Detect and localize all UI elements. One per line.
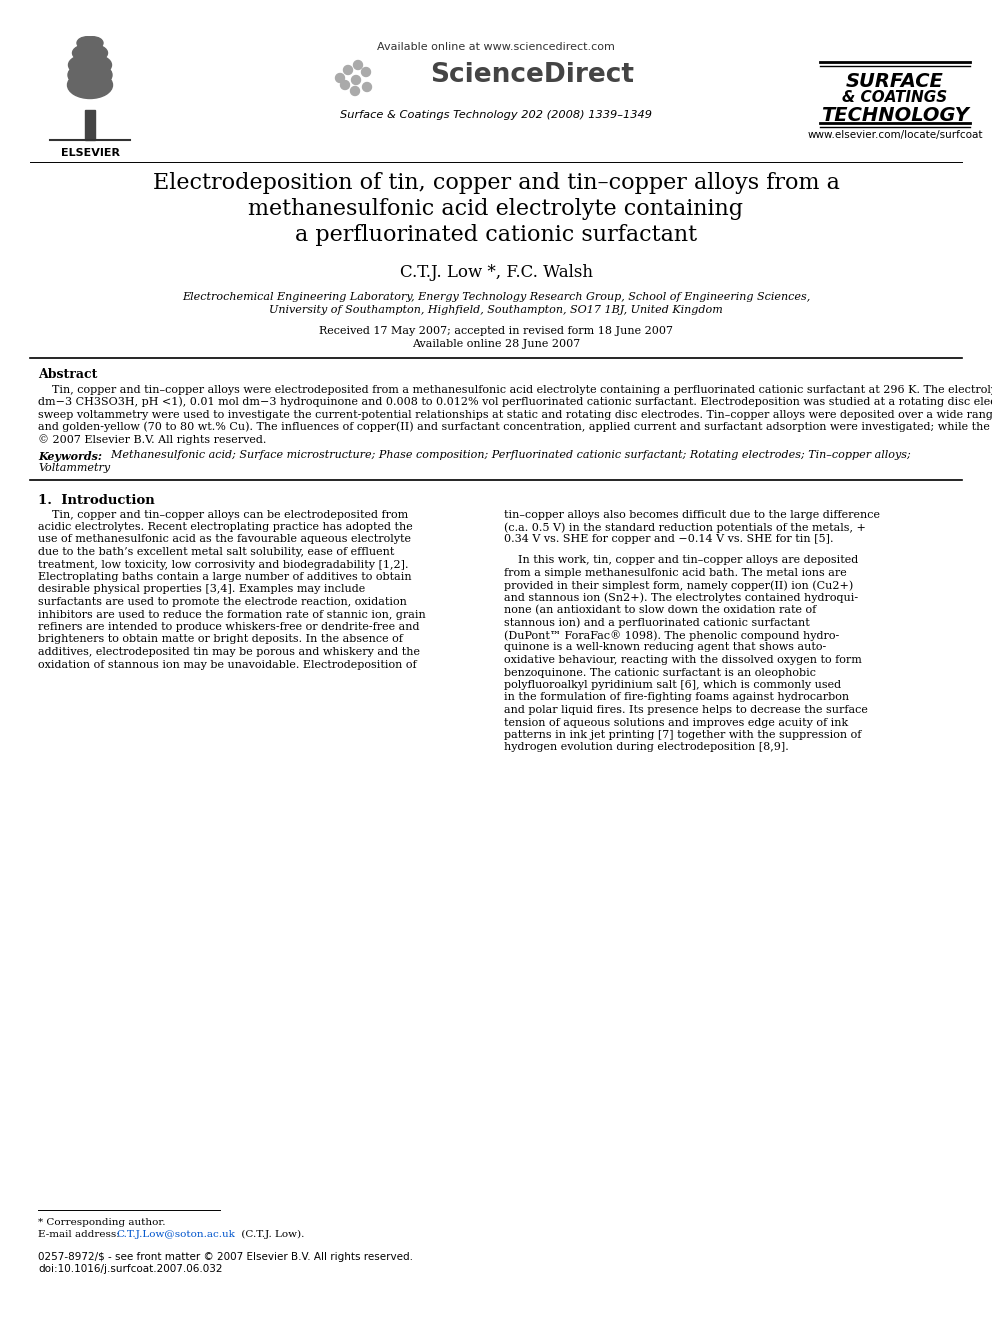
Text: Methanesulfonic acid; Surface microstructure; Phase composition; Perfluorinated : Methanesulfonic acid; Surface microstruc… <box>104 451 911 460</box>
Text: brighteners to obtain matte or bright deposits. In the absence of: brighteners to obtain matte or bright de… <box>38 635 403 644</box>
Text: (DuPont™ ForaFac® 1098). The phenolic compound hydro-: (DuPont™ ForaFac® 1098). The phenolic co… <box>504 630 839 640</box>
Text: Abstract: Abstract <box>38 368 97 381</box>
Text: in the formulation of fire-fighting foams against hydrocarbon: in the formulation of fire-fighting foam… <box>504 692 849 703</box>
Text: SURFACE: SURFACE <box>846 71 944 91</box>
Text: desirable physical properties [3,4]. Examples may include: desirable physical properties [3,4]. Exa… <box>38 585 365 594</box>
Text: none (an antioxidant to slow down the oxidation rate of: none (an antioxidant to slow down the ox… <box>504 605 816 615</box>
Text: Surface & Coatings Technology 202 (2008) 1339–1349: Surface & Coatings Technology 202 (2008)… <box>340 110 652 120</box>
Text: University of Southampton, Highfield, Southampton, SO17 1BJ, United Kingdom: University of Southampton, Highfield, So… <box>269 306 723 315</box>
Ellipse shape <box>78 40 102 54</box>
Text: and golden-yellow (70 to 80 wt.% Cu). The influences of copper(II) and surfactan: and golden-yellow (70 to 80 wt.% Cu). Th… <box>38 422 992 433</box>
Text: quinone is a well-known reducing agent that shows auto-: quinone is a well-known reducing agent t… <box>504 643 826 652</box>
Ellipse shape <box>75 52 105 69</box>
Text: C.T.J.Low@soton.ac.uk: C.T.J.Low@soton.ac.uk <box>116 1230 235 1240</box>
Circle shape <box>361 67 370 77</box>
Text: (C.T.J. Low).: (C.T.J. Low). <box>238 1230 305 1240</box>
Text: 1.  Introduction: 1. Introduction <box>38 493 155 507</box>
Text: Electrochemical Engineering Laboratory, Energy Technology Research Group, School: Electrochemical Engineering Laboratory, … <box>182 292 810 302</box>
Text: www.elsevier.com/locate/surfcoat: www.elsevier.com/locate/surfcoat <box>807 130 983 140</box>
Text: Keywords:: Keywords: <box>38 451 102 462</box>
Text: Electroplating baths contain a large number of additives to obtain: Electroplating baths contain a large num… <box>38 572 412 582</box>
Circle shape <box>362 82 371 91</box>
Text: use of methanesulfonic acid as the favourable aqueous electrolyte: use of methanesulfonic acid as the favou… <box>38 534 411 545</box>
Text: 0257-8972/$ - see front matter © 2007 Elsevier B.V. All rights reserved.: 0257-8972/$ - see front matter © 2007 El… <box>38 1252 413 1262</box>
Text: Voltammetry: Voltammetry <box>38 463 110 474</box>
Text: Available online 28 June 2007: Available online 28 June 2007 <box>412 339 580 349</box>
Text: patterns in ink jet printing [7] together with the suppression of: patterns in ink jet printing [7] togethe… <box>504 730 861 740</box>
Text: due to the bath’s excellent metal salt solubility, ease of effluent: due to the bath’s excellent metal salt s… <box>38 546 395 557</box>
Ellipse shape <box>78 56 111 75</box>
Text: and polar liquid fires. Its presence helps to decrease the surface: and polar liquid fires. Its presence hel… <box>504 705 868 714</box>
Circle shape <box>335 74 344 82</box>
Text: ScienceDirect: ScienceDirect <box>430 62 634 89</box>
Circle shape <box>343 66 352 74</box>
Text: provided in their simplest form, namely copper(II) ion (Cu2+): provided in their simplest form, namely … <box>504 579 853 590</box>
Ellipse shape <box>73 64 112 87</box>
Text: benzoquinone. The cationic surfactant is an oleophobic: benzoquinone. The cationic surfactant is… <box>504 668 816 677</box>
Ellipse shape <box>68 56 101 75</box>
Text: and stannous ion (Sn2+). The electrolytes contained hydroqui-: and stannous ion (Sn2+). The electrolyte… <box>504 593 858 603</box>
Text: oxidative behaviour, reacting with the dissolved oxygen to form: oxidative behaviour, reacting with the d… <box>504 655 862 665</box>
Text: TECHNOLOGY: TECHNOLOGY <box>821 106 969 124</box>
Text: refiners are intended to produce whiskers-free or dendrite-free and: refiners are intended to produce whisker… <box>38 622 420 632</box>
Text: Available online at www.sciencedirect.com: Available online at www.sciencedirect.co… <box>377 42 615 52</box>
Circle shape <box>350 86 359 95</box>
Text: dm−3 CH3SO3H, pH <1), 0.01 mol dm−3 hydroquinone and 0.008 to 0.012% vol perfluo: dm−3 CH3SO3H, pH <1), 0.01 mol dm−3 hydr… <box>38 397 992 407</box>
Text: E-mail address:: E-mail address: <box>38 1230 120 1240</box>
Text: surfactants are used to promote the electrode reaction, oxidation: surfactants are used to promote the elec… <box>38 597 407 607</box>
Text: treatment, low toxicity, low corrosivity and biodegradability [1,2].: treatment, low toxicity, low corrosivity… <box>38 560 409 569</box>
Text: (c.a. 0.5 V) in the standard reduction potentials of the metals, +: (c.a. 0.5 V) in the standard reduction p… <box>504 523 866 533</box>
Text: ELSEVIER: ELSEVIER <box>61 148 119 157</box>
Text: Tin, copper and tin–copper alloys can be electrodeposited from: Tin, copper and tin–copper alloys can be… <box>38 509 409 520</box>
Text: © 2007 Elsevier B.V. All rights reserved.: © 2007 Elsevier B.V. All rights reserved… <box>38 434 267 445</box>
Text: 0.34 V vs. SHE for copper and −0.14 V vs. SHE for tin [5].: 0.34 V vs. SHE for copper and −0.14 V vs… <box>504 534 833 545</box>
Circle shape <box>340 81 349 90</box>
Text: acidic electrolytes. Recent electroplating practice has adopted the: acidic electrolytes. Recent electroplati… <box>38 523 413 532</box>
Text: methanesulfonic acid electrolyte containing: methanesulfonic acid electrolyte contain… <box>249 198 743 220</box>
Text: tension of aqueous solutions and improves edge acuity of ink: tension of aqueous solutions and improve… <box>504 717 848 728</box>
Text: hydrogen evolution during electrodeposition [8,9].: hydrogen evolution during electrodeposit… <box>504 742 789 753</box>
Text: stannous ion) and a perfluorinated cationic surfactant: stannous ion) and a perfluorinated catio… <box>504 618 809 628</box>
Ellipse shape <box>72 45 99 61</box>
Ellipse shape <box>68 64 107 87</box>
Text: Electrodeposition of tin, copper and tin–copper alloys from a: Electrodeposition of tin, copper and tin… <box>153 172 839 194</box>
Text: In this work, tin, copper and tin–copper alloys are deposited: In this work, tin, copper and tin–copper… <box>504 556 858 565</box>
Text: polyfluoroalkyl pyridinium salt [6], which is commonly used: polyfluoroalkyl pyridinium salt [6], whi… <box>504 680 841 691</box>
Text: & COATINGS: & COATINGS <box>842 90 947 105</box>
Ellipse shape <box>77 37 98 49</box>
Ellipse shape <box>67 71 112 98</box>
Ellipse shape <box>80 45 107 61</box>
Text: Tin, copper and tin–copper alloys were electrodeposited from a methanesulfonic a: Tin, copper and tin–copper alloys were e… <box>38 384 992 394</box>
Text: * Corresponding author.: * Corresponding author. <box>38 1218 166 1226</box>
Bar <box>85 110 95 140</box>
Text: from a simple methanesulfonic acid bath. The metal ions are: from a simple methanesulfonic acid bath.… <box>504 568 847 578</box>
Text: additives, electrodeposited tin may be porous and whiskery and the: additives, electrodeposited tin may be p… <box>38 647 420 658</box>
Text: tin–copper alloys also becomes difficult due to the large difference: tin–copper alloys also becomes difficult… <box>504 509 880 520</box>
Text: doi:10.1016/j.surfcoat.2007.06.032: doi:10.1016/j.surfcoat.2007.06.032 <box>38 1263 222 1274</box>
Text: inhibitors are used to reduce the formation rate of stannic ion, grain: inhibitors are used to reduce the format… <box>38 610 426 619</box>
Text: a perfluorinated cationic surfactant: a perfluorinated cationic surfactant <box>295 224 697 246</box>
Text: C.T.J. Low *, F.C. Walsh: C.T.J. Low *, F.C. Walsh <box>400 265 592 280</box>
Circle shape <box>353 61 362 70</box>
Text: oxidation of stannous ion may be unavoidable. Electrodeposition of: oxidation of stannous ion may be unavoid… <box>38 659 417 669</box>
Text: sweep voltammetry were used to investigate the current-potential relationships a: sweep voltammetry were used to investiga… <box>38 409 992 419</box>
Circle shape <box>351 75 360 85</box>
Text: Received 17 May 2007; accepted in revised form 18 June 2007: Received 17 May 2007; accepted in revise… <box>319 325 673 336</box>
Ellipse shape <box>82 37 103 49</box>
